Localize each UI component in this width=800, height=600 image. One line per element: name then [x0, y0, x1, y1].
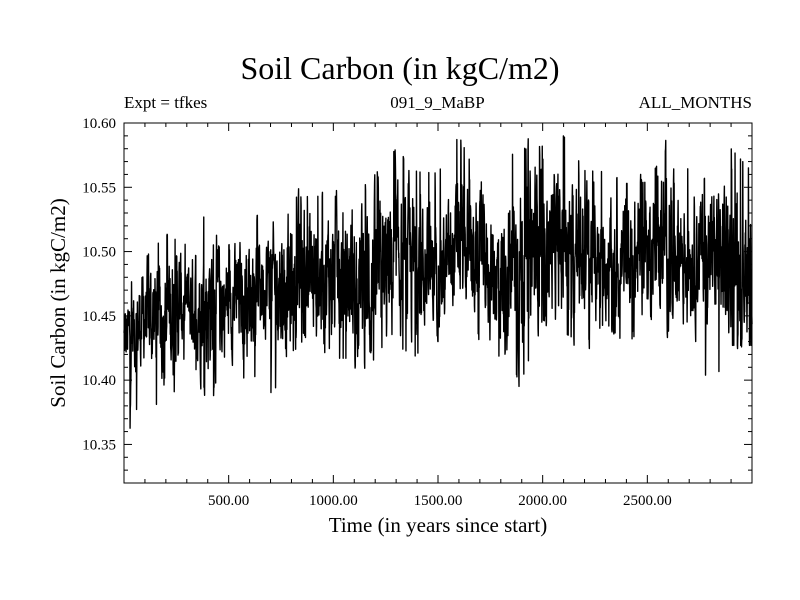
x-tick-label-1: 1000.00: [309, 493, 358, 509]
chart-title: Soil Carbon (in kgC/m2): [240, 50, 560, 86]
x-tick-label-4: 2500.00: [623, 493, 672, 509]
y-axis-title: Soil Carbon (in kgC/m2): [46, 198, 70, 407]
experiment-label: Expt = tfkes: [124, 93, 208, 112]
x-tick-label-3: 2000.00: [518, 493, 567, 509]
y-tick-label-0: 10.35: [82, 437, 116, 453]
months-label: ALL_MONTHS: [638, 93, 752, 112]
x-tick-label-2: 1500.00: [414, 493, 463, 509]
ticks-layer: 10.35 10.40 10.45 10.50 10.55 10.60 500.00 1000…: [82, 116, 752, 509]
x-tick-label-0: 500.00: [208, 493, 249, 509]
x-axis-title: Time (in years since start): [329, 513, 548, 537]
soil-carbon-series-line: [123, 135, 753, 429]
series-layer: [123, 135, 753, 429]
y-tick-label-5: 10.60: [82, 116, 116, 132]
y-tick-label-1: 10.40: [82, 373, 116, 389]
y-tick-label-4: 10.55: [82, 180, 116, 196]
period-label: 091_9_MaBP: [390, 93, 485, 112]
y-tick-label-3: 10.50: [82, 245, 116, 261]
y-tick-label-2: 10.45: [82, 309, 116, 325]
